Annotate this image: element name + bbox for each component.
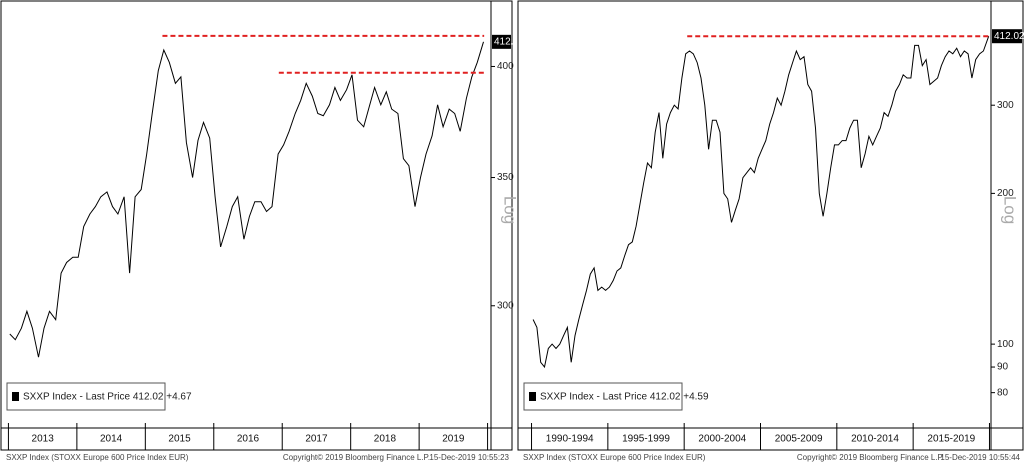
x-band-label: 2000-2004 [698,434,746,445]
panel-frame [517,0,1024,451]
footer-timestamp: 15-Dec-2019 10:55:23 [429,453,509,462]
y-tick-label: 80 [997,387,1009,398]
panel: 1990-1994 1995-1999 2000-2004 2005-2009 2010… [517,0,1024,462]
y-tick-label: 350 [497,172,514,183]
x-band-label: 2018 [374,434,397,445]
x-band-label: 2013 [32,434,55,445]
y-tick-label: 300 [497,300,514,311]
footer-copyright: Copyright© 2019 Bloomberg Finance L.P. [283,453,430,462]
legend-box [6,382,166,411]
last-value-box [492,34,511,49]
y-tick-label: 200 [997,188,1014,199]
footer-timestamp: 15-Dec-2019 10:55:44 [940,453,1020,462]
legend-box [523,382,683,411]
x-band-label: 2019 [442,434,465,445]
legend-swatch [12,392,19,401]
y-tick-label: 90 [997,362,1009,373]
x-band-label: 2015-2019 [927,434,975,445]
last-value-label: 412.02 [994,31,1024,42]
x-band-label: 1995-1999 [622,434,670,445]
x-band-label: 2017 [305,434,328,445]
legend-label: SXXP Index - Last Price 412.02 +4.59 [540,392,709,403]
price-line [9,41,484,358]
x-band-label: 2015 [168,434,191,445]
x-band-label: 2010-2014 [851,434,899,445]
y-tick-label: 400 [497,61,514,72]
legend-label: SXXP Index - Last Price 412.02 +4.67 [23,392,192,403]
x-band-label: 1990-1994 [546,434,594,445]
last-value-box [992,29,1022,44]
panel-frame [0,0,513,451]
footer-copyright: Copyright© 2019 Bloomberg Finance L.P. [797,453,944,462]
scale-label: Log [1001,196,1020,224]
x-band-label: 2016 [237,434,260,445]
footer-source: SXXP Index (STOXX Europe 600 Price Index… [6,453,189,462]
x-band-label: 2014 [100,434,123,445]
price-line [532,36,990,369]
y-tick-label: 100 [997,339,1014,350]
footer-source: SXXP Index (STOXX Europe 600 Price Index… [523,453,706,462]
last-value-label: 412.02 [494,36,525,47]
legend-swatch [529,392,536,401]
x-band-label: 2005-2009 [775,434,823,445]
y-tick-label: 300 [997,100,1014,111]
scale-label: Log [501,196,520,224]
panel: 2013 2014 2015 2016 2017 2018 2019 300 350 400 Log… [0,0,525,462]
